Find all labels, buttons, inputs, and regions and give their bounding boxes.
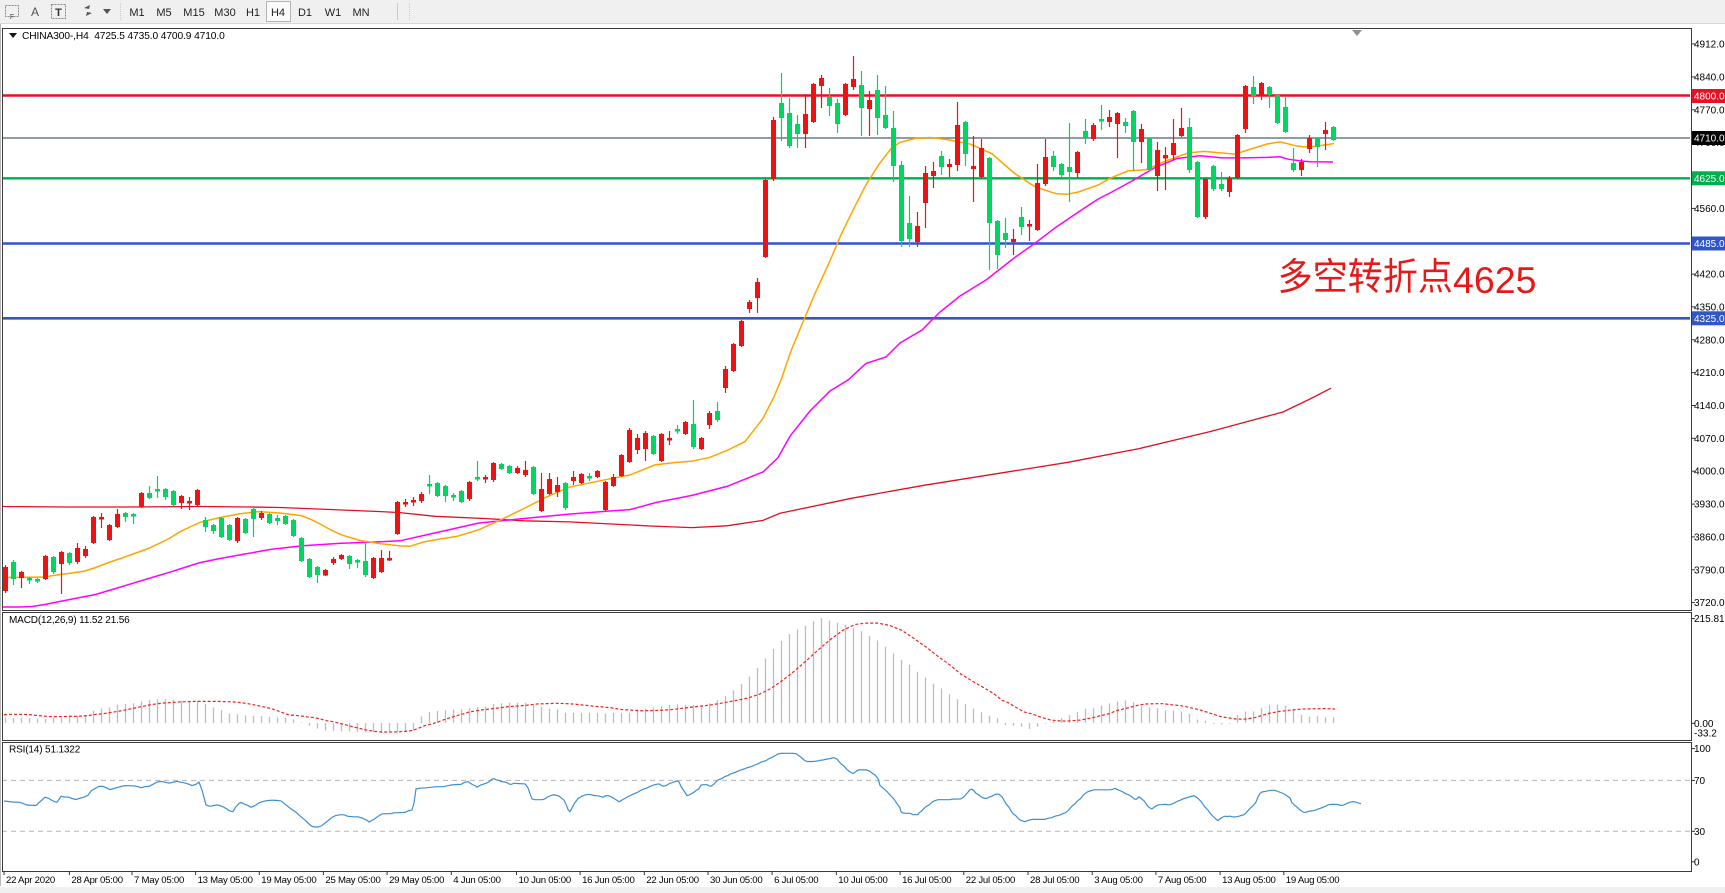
- svg-text:16 Jul 05:00: 16 Jul 05:00: [902, 875, 951, 886]
- svg-text:4280.0: 4280.0: [1694, 335, 1725, 346]
- svg-text:215.81: 215.81: [1694, 614, 1725, 625]
- svg-text:29 May 05:00: 29 May 05:00: [389, 875, 444, 886]
- svg-text:RSI(14) 51.1322: RSI(14) 51.1322: [9, 745, 81, 756]
- svg-text:7 May 05:00: 7 May 05:00: [134, 875, 184, 886]
- svg-text:22 Jun 05:00: 22 Jun 05:00: [646, 875, 698, 886]
- svg-text:4210.0: 4210.0: [1694, 368, 1725, 379]
- svg-text:-33.2: -33.2: [1694, 728, 1717, 739]
- svg-text:10 Jun 05:00: 10 Jun 05:00: [519, 875, 571, 886]
- svg-text:4 Jun 05:00: 4 Jun 05:00: [453, 875, 500, 886]
- svg-text:M5: M5: [156, 7, 171, 19]
- svg-text:MN: MN: [352, 7, 369, 19]
- svg-text:A: A: [31, 5, 39, 19]
- svg-text:22 Apr 2020: 22 Apr 2020: [6, 875, 55, 886]
- svg-text:4625.0: 4625.0: [1694, 174, 1725, 185]
- svg-text:13 Aug 05:00: 13 Aug 05:00: [1222, 875, 1276, 886]
- svg-text:4912.0: 4912.0: [1694, 39, 1725, 50]
- svg-text:4560.0: 4560.0: [1694, 204, 1725, 215]
- svg-text:19 Aug 05:00: 19 Aug 05:00: [1286, 875, 1340, 886]
- svg-text:6 Jul 05:00: 6 Jul 05:00: [774, 875, 818, 886]
- svg-text:M15: M15: [183, 7, 204, 19]
- svg-text:30: 30: [1694, 827, 1706, 838]
- svg-text:4710.0: 4710.0: [1694, 134, 1725, 145]
- svg-text:3860.0: 3860.0: [1694, 532, 1725, 543]
- svg-text:3720.0: 3720.0: [1694, 598, 1725, 609]
- svg-text:0: 0: [1694, 857, 1700, 868]
- svg-text:10 Jul 05:00: 10 Jul 05:00: [838, 875, 887, 886]
- svg-text:70: 70: [1694, 776, 1706, 787]
- svg-text:4770.0: 4770.0: [1694, 105, 1725, 116]
- svg-text:30 Jun 05:00: 30 Jun 05:00: [710, 875, 762, 886]
- svg-text:4840.0: 4840.0: [1694, 72, 1725, 83]
- svg-text:3 Aug 05:00: 3 Aug 05:00: [1094, 875, 1142, 886]
- svg-text:F: F: [10, 14, 14, 21]
- svg-text:7 Aug 05:00: 7 Aug 05:00: [1158, 875, 1206, 886]
- svg-text:4000.0: 4000.0: [1694, 467, 1725, 478]
- svg-text:H1: H1: [246, 7, 260, 19]
- svg-text:16 Jun 05:00: 16 Jun 05:00: [582, 875, 634, 886]
- svg-text:19 May 05:00: 19 May 05:00: [261, 875, 316, 886]
- svg-text:4625: 4625: [1453, 259, 1536, 301]
- svg-text:4350.0: 4350.0: [1694, 302, 1725, 313]
- svg-text:4140.0: 4140.0: [1694, 401, 1725, 412]
- svg-text:M30: M30: [214, 7, 235, 19]
- svg-text:4800.0: 4800.0: [1694, 92, 1725, 103]
- svg-text:H4: H4: [271, 7, 285, 19]
- svg-text:3930.0: 3930.0: [1694, 500, 1725, 511]
- svg-text:4420.0: 4420.0: [1694, 270, 1725, 281]
- svg-text:CHINA300-,H4 4725.5 4735.0 47: CHINA300-,H4 4725.5 4735.0 4700.9 4710.0: [22, 31, 225, 42]
- svg-text:4325.0: 4325.0: [1694, 314, 1725, 325]
- svg-text:0.00: 0.00: [1694, 719, 1714, 730]
- svg-text:100: 100: [1694, 744, 1711, 755]
- svg-text:28 Jul 05:00: 28 Jul 05:00: [1030, 875, 1079, 886]
- svg-text:M1: M1: [129, 7, 144, 19]
- svg-text:D1: D1: [298, 7, 312, 19]
- svg-text:28 Apr 05:00: 28 Apr 05:00: [71, 875, 122, 886]
- svg-text:25 May 05:00: 25 May 05:00: [325, 875, 380, 886]
- svg-text:MACD(12,26,9) 11.52 21.56: MACD(12,26,9) 11.52 21.56: [9, 615, 130, 626]
- svg-text:22 Jul 05:00: 22 Jul 05:00: [966, 875, 1015, 886]
- svg-text:4070.0: 4070.0: [1694, 434, 1725, 445]
- svg-text:T: T: [55, 7, 62, 19]
- svg-text:13 May 05:00: 13 May 05:00: [198, 875, 253, 886]
- svg-text:3790.0: 3790.0: [1694, 565, 1725, 576]
- svg-text:W1: W1: [325, 7, 342, 19]
- svg-text:4485.0: 4485.0: [1694, 239, 1725, 250]
